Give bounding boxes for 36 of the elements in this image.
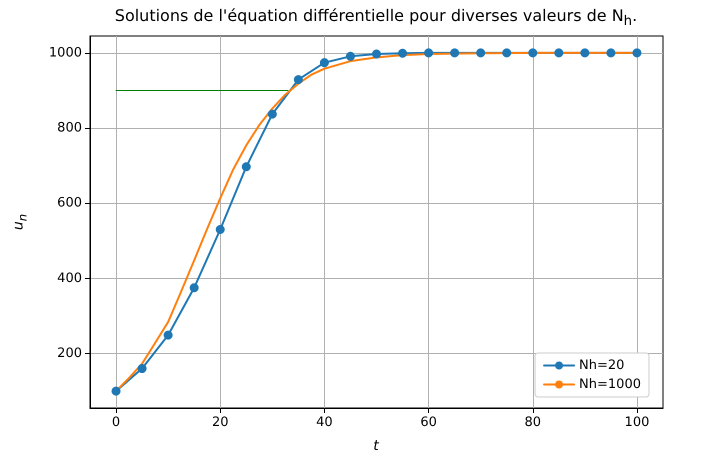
legend-label: Nh=20 bbox=[579, 358, 624, 373]
x-tick-label: 80 bbox=[524, 415, 542, 430]
x-tick-label: 0 bbox=[112, 415, 120, 430]
point bbox=[580, 48, 590, 58]
point bbox=[554, 48, 564, 58]
point bbox=[398, 48, 408, 58]
point bbox=[606, 48, 616, 58]
x-tick-label: 100 bbox=[624, 415, 650, 430]
point bbox=[450, 48, 460, 58]
y-tick-label: 200 bbox=[57, 346, 82, 362]
point bbox=[320, 58, 329, 68]
x-tick-label: 60 bbox=[420, 415, 437, 430]
point bbox=[372, 50, 381, 59]
point bbox=[190, 283, 199, 292]
point bbox=[476, 48, 486, 58]
point bbox=[268, 110, 277, 119]
point bbox=[294, 75, 303, 84]
legend-label: Nh=1000 bbox=[579, 377, 642, 392]
x-tick-label: 40 bbox=[316, 415, 333, 430]
point bbox=[632, 48, 642, 58]
chart-title: Solutions de l'équation différentielle pour diverses valeurs de N$_{h}$. bbox=[114, 6, 638, 30]
point bbox=[242, 162, 251, 172]
point bbox=[502, 48, 512, 58]
point bbox=[164, 330, 173, 340]
y-tick-label: 800 bbox=[57, 120, 82, 136]
point bbox=[216, 225, 225, 234]
point bbox=[424, 48, 434, 58]
x-axis-title: t bbox=[373, 438, 379, 454]
y-tick-label: 400 bbox=[57, 270, 82, 286]
point bbox=[346, 52, 355, 61]
y-tick-label: 1000 bbox=[48, 45, 82, 60]
point bbox=[528, 48, 538, 58]
point bbox=[112, 386, 121, 396]
y-tick-label: 600 bbox=[57, 196, 82, 211]
point bbox=[138, 364, 147, 374]
x-tick-label: 20 bbox=[212, 415, 228, 430]
